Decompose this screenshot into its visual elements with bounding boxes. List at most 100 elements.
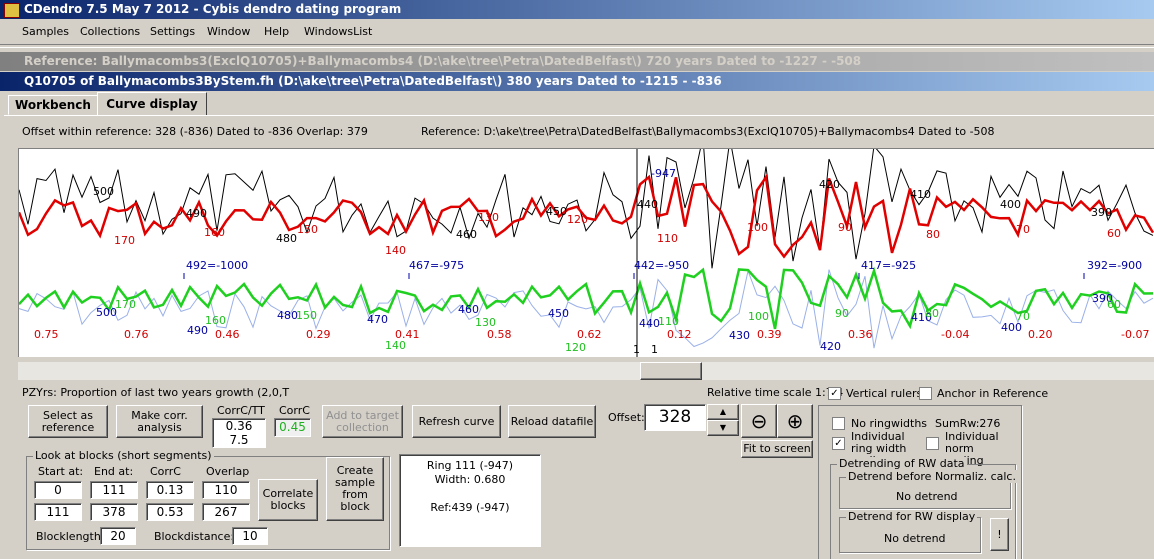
field[interactable]: 0 xyxy=(34,481,82,499)
plot-label: 1 xyxy=(633,343,640,356)
plot-label: 70 xyxy=(1016,310,1030,323)
checkbox[interactable] xyxy=(832,417,845,430)
group-title: Detrending of RW data xyxy=(837,457,967,470)
field[interactable]: 110 xyxy=(202,481,250,499)
corrc-field: 0.45 xyxy=(274,418,311,437)
plot-label: 410 xyxy=(910,188,931,201)
field[interactable]: 378 xyxy=(90,503,138,521)
plot-label: 0.76 xyxy=(124,328,149,341)
zoom-in[interactable]: ⊕ xyxy=(777,404,813,438)
plot-label: 390 xyxy=(1092,292,1113,305)
field[interactable]: 0.53 xyxy=(146,503,194,521)
button[interactable]: Create sample from block xyxy=(326,457,384,521)
spin-down[interactable]: ▼ xyxy=(707,420,739,436)
field[interactable]: 267 xyxy=(202,503,250,521)
time-scale-label: Relative time scale 1:7.4 xyxy=(707,386,844,399)
sample-window-title[interactable]: Q10705 of Ballymacombs3ByStem.fh (D:\ake… xyxy=(0,72,1154,91)
plot-label: 0.41 xyxy=(395,328,420,341)
plot-label: 400 xyxy=(1001,321,1022,334)
pzyrs-label: PZYrs: Proportion of last two years grow… xyxy=(22,386,290,399)
plot-label: 130 xyxy=(478,211,499,224)
field[interactable]: 20 xyxy=(100,527,136,545)
plot-label: 0.62 xyxy=(577,328,602,341)
tt-value: 7.5 xyxy=(229,433,249,447)
sample-title: Q10705 of Ballymacombs3ByStem.fh (D:\ake… xyxy=(24,74,722,88)
label: CorrC/TT xyxy=(217,404,265,417)
label: CorrC xyxy=(279,404,310,417)
plot-label: 80 xyxy=(926,228,940,241)
group-title: Detrend before Normaliz. calc. xyxy=(846,470,1018,483)
plot-label: 440 xyxy=(637,198,658,211)
offset-field[interactable]: 328 xyxy=(644,404,706,431)
menu-item[interactable]: Help xyxy=(264,25,290,38)
button[interactable]: ! xyxy=(990,518,1009,551)
button[interactable]: Select as reference xyxy=(28,405,108,438)
plot-label: 60 xyxy=(1107,227,1121,240)
button[interactable]: Make corr. analysis xyxy=(116,405,203,438)
scrollbar[interactable] xyxy=(18,362,1154,380)
plot-label: 0.29 xyxy=(306,328,331,341)
app-title: CDendro 7.5 May 7 2012 - Cybis dendro da… xyxy=(24,2,402,16)
detrend-value[interactable]: No detrend xyxy=(896,490,958,503)
field[interactable]: 10 xyxy=(232,527,268,545)
plot-label: 130 xyxy=(475,316,496,329)
plot-label: 90 xyxy=(835,307,849,320)
menu-item[interactable]: Window xyxy=(207,25,251,38)
plot-label: 0.75 xyxy=(34,328,59,341)
button[interactable]: Correlate blocks xyxy=(258,479,318,521)
zoom-out[interactable]: ⊖ xyxy=(741,404,777,438)
button[interactable]: Fit to screen xyxy=(741,440,813,458)
plot-label: 90 xyxy=(838,221,852,234)
tab-active[interactable]: Curve display xyxy=(97,92,207,116)
field[interactable]: 111 xyxy=(34,503,82,521)
plot-label: 420 xyxy=(820,340,841,353)
checkbox[interactable]: ✓ xyxy=(832,437,845,450)
plot-label: 150 xyxy=(296,309,317,322)
plot-label: 430 xyxy=(729,329,750,342)
app-icon xyxy=(4,3,20,18)
plot-label: 1 xyxy=(651,343,658,356)
plot-label: 460 xyxy=(458,303,479,316)
checkbox-label: Vertical rulers xyxy=(846,387,923,400)
field[interactable]: 111 xyxy=(90,481,138,499)
menu-item[interactable]: Settings xyxy=(150,25,196,38)
plot-label: -947 xyxy=(651,167,676,180)
plot-label: 392=-900 xyxy=(1087,259,1142,272)
checkbox[interactable] xyxy=(919,387,932,400)
plot-label: 160 xyxy=(205,314,226,327)
separator xyxy=(0,44,1154,48)
spin-up[interactable]: ▲ xyxy=(707,404,739,420)
plot-label: 100 xyxy=(747,221,768,234)
sumrw-label: SumRw:276 xyxy=(935,417,1001,430)
plot-label: 442=-950 xyxy=(634,259,689,272)
curve xyxy=(19,266,1154,330)
plot-label: 70 xyxy=(1016,223,1030,236)
plot-label: 420 xyxy=(819,178,840,191)
plot-label: 440 xyxy=(639,317,660,330)
plot-label: 500 xyxy=(96,306,117,319)
plot-label: 110 xyxy=(658,315,679,328)
button[interactable]: Refresh curve xyxy=(412,405,501,438)
scroll-thumb[interactable] xyxy=(640,362,702,380)
menu-item[interactable]: Collections xyxy=(80,25,141,38)
tab[interactable]: Workbench xyxy=(8,95,98,115)
menu-item[interactable]: Samples xyxy=(22,25,69,38)
checkbox[interactable] xyxy=(926,437,939,450)
plot-label: 170 xyxy=(114,234,135,247)
plot-label: 120 xyxy=(567,213,588,226)
button-disabled: Add to target collection xyxy=(322,405,403,438)
menu-item[interactable]: WindowsList xyxy=(304,25,373,38)
group-box: Detrend for RW display No detrend xyxy=(839,510,981,553)
plot-label: 0.58 xyxy=(487,328,512,341)
field[interactable]: 0.13 xyxy=(146,481,194,499)
plot-label: 160 xyxy=(204,226,225,239)
reference-window-title[interactable]: Reference: Ballymacombs3(ExclQ10705)+Bal… xyxy=(0,52,1154,71)
plot-label: 170 xyxy=(115,298,136,311)
checkbox[interactable]: ✓ xyxy=(828,387,841,400)
button[interactable]: Reload datafile xyxy=(508,405,596,438)
options-panel xyxy=(818,405,1022,559)
detrend-value[interactable]: No detrend xyxy=(884,532,946,545)
group-title: Look at blocks (short segments) xyxy=(33,449,214,462)
